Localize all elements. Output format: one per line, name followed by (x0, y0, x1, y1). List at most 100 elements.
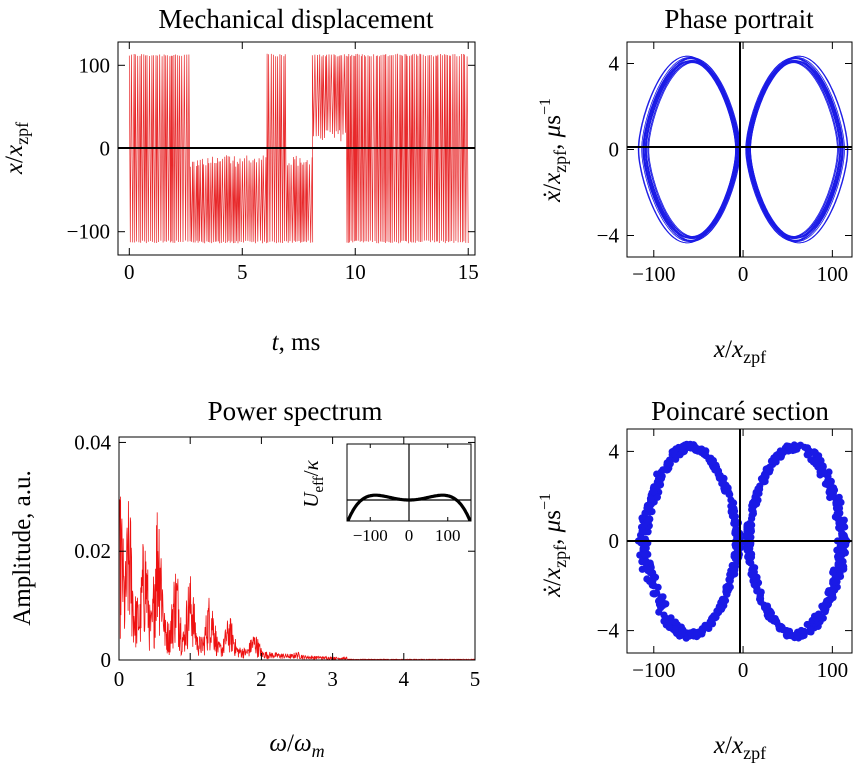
poincare-point (726, 577, 734, 585)
phase-y-tick-label: 4 (609, 52, 620, 76)
poincare-point (717, 604, 725, 612)
phase-y-tick-label: 0 (609, 138, 620, 162)
poincare-point (763, 602, 772, 610)
spectrum-x-tick-label: 5 (470, 667, 481, 691)
poincare-point (645, 504, 653, 512)
poincare-point (820, 468, 828, 476)
poincare-point (679, 448, 687, 456)
phase-orbit (746, 57, 843, 242)
poincare-point (772, 454, 780, 462)
poincare-y-tick-label: 4 (609, 439, 620, 463)
displacement-x-tick-label: 10 (345, 260, 366, 284)
spectrum-x-label: ω/ωm (269, 730, 324, 761)
poincare-point (779, 626, 787, 634)
poincare-point (716, 472, 724, 480)
poincare-point (657, 474, 666, 482)
displacement-title: Mechanical displacement (158, 4, 434, 34)
spectrum-frame (118, 436, 476, 661)
poincare-point (833, 546, 841, 554)
displacement-y-tick-label: 0 (100, 137, 111, 161)
poincare-point (828, 493, 836, 501)
spectrum-x-tick-label: 2 (256, 667, 267, 691)
phase-x-tick-label: −100 (632, 262, 675, 286)
poincare-point (728, 569, 736, 578)
poincare-point (727, 507, 736, 515)
poincare-point (666, 459, 674, 468)
poincare-title: Poincaré section (651, 396, 829, 426)
phase-orbit (644, 59, 739, 240)
poincare-point (834, 554, 842, 563)
poincare-point (831, 574, 839, 582)
poincare-y-tick-label: 0 (609, 529, 620, 553)
inset-x-tick-label: −100 (353, 526, 388, 545)
displacement-y-tick-label: −100 (67, 220, 110, 244)
poincare-point (749, 571, 757, 580)
phase-orbit (642, 58, 739, 241)
phase-orbit (748, 62, 840, 237)
poincare-y-label: ẋ/xzpf, μs−1 (537, 493, 570, 598)
displacement-y-tick-label: 100 (79, 53, 111, 77)
poincare-point (650, 488, 658, 496)
poincare-points (634, 440, 851, 642)
poincare-point (679, 442, 687, 450)
phase-orbit (746, 57, 844, 242)
phase-orbit (750, 55, 849, 244)
displacement-x-label: t, ms (272, 329, 321, 356)
poincare-point (653, 493, 662, 501)
poincare-point (821, 608, 829, 616)
poincare-point (758, 476, 767, 485)
poincare-point (643, 517, 651, 526)
spectrum-x-tick-label: 3 (327, 667, 338, 691)
phase-orbit (745, 57, 842, 242)
poincare-point (659, 466, 667, 474)
poincare-point (705, 620, 714, 628)
poincare-point (649, 590, 657, 598)
poincare-point (698, 446, 706, 454)
phase-orbit (747, 58, 844, 241)
poincare-point (835, 504, 843, 512)
poincare-point (692, 629, 701, 637)
poincare-point (698, 627, 707, 636)
poincare-x-tick-label: 0 (738, 658, 749, 682)
spectrum-y-tick-label: 0.04 (74, 430, 111, 454)
phase-orbit (637, 55, 736, 244)
poincare-point (840, 563, 848, 571)
poincare-point (812, 457, 820, 465)
poincare-point (671, 625, 680, 634)
poincare-x-tick-label: 100 (817, 658, 849, 682)
poincare-point (762, 465, 770, 473)
poincare-x-tick-label: −100 (632, 658, 675, 682)
poincare-point (735, 553, 743, 561)
poincare-point (655, 600, 664, 609)
spectrum-y-label: Amplitude, a.u. (9, 470, 36, 626)
poincare-point (647, 495, 655, 503)
poincare-point (747, 533, 755, 541)
poincare-point (671, 618, 680, 626)
inset-x-tick-label: 100 (435, 526, 461, 545)
poincare-y-tick-label: −4 (597, 619, 620, 643)
phase-x-label: x/xzpf (713, 336, 766, 367)
poincare-point (719, 596, 727, 604)
poincare-point (745, 523, 753, 531)
poincare-point (814, 611, 822, 620)
poincare-point (712, 463, 721, 471)
spectrum-x-tick-label: 0 (114, 667, 125, 691)
phase-orbit (646, 62, 738, 237)
spectrum-x-tick-label: 1 (185, 667, 196, 691)
poincare-point (803, 445, 812, 453)
poincare-point (803, 620, 811, 629)
poincare-point (725, 489, 733, 497)
poincare-point (722, 481, 730, 489)
phase-x-tick-label: 100 (817, 262, 849, 286)
inset-x-tick-label: 0 (405, 526, 414, 545)
poincare-point (837, 498, 845, 506)
phase-y-tick-label: −4 (597, 224, 620, 248)
spectrum-title: Power spectrum (208, 396, 383, 426)
poincare-point (731, 562, 740, 571)
poincare-point (749, 509, 758, 518)
poincare-point (661, 615, 669, 623)
displacement-y-label: x/xzpf (1, 122, 32, 175)
spectrum-x-tick-label: 4 (399, 667, 410, 691)
poincare-point (642, 543, 650, 551)
